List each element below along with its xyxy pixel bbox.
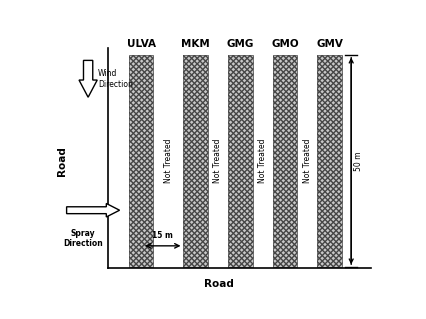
- Bar: [227, 56, 252, 267]
- Bar: [272, 56, 297, 267]
- Text: Wind
Direction: Wind Direction: [98, 69, 132, 88]
- Text: 15 m: 15 m: [152, 231, 173, 240]
- Bar: [128, 56, 153, 267]
- Text: MKM: MKM: [181, 39, 210, 49]
- Text: Not Treated: Not Treated: [302, 139, 311, 183]
- Text: Spray
Direction: Spray Direction: [63, 229, 103, 248]
- Bar: [317, 56, 341, 267]
- Text: GMG: GMG: [226, 39, 253, 49]
- Text: Road: Road: [57, 146, 66, 176]
- Text: Not Treated: Not Treated: [257, 139, 266, 183]
- Bar: [227, 56, 252, 267]
- FancyArrow shape: [66, 204, 119, 217]
- Bar: [128, 56, 153, 267]
- Text: 50 m: 50 m: [353, 151, 362, 171]
- Text: Not Treated: Not Treated: [164, 139, 173, 183]
- Text: Not Treated: Not Treated: [213, 139, 222, 183]
- Bar: [183, 56, 207, 267]
- Text: GMV: GMV: [316, 39, 343, 49]
- FancyArrow shape: [79, 60, 97, 97]
- Bar: [317, 56, 341, 267]
- Bar: [272, 56, 297, 267]
- Text: Road: Road: [204, 279, 233, 289]
- Bar: [183, 56, 207, 267]
- Text: GMO: GMO: [271, 39, 298, 49]
- Text: ULVA: ULVA: [126, 39, 155, 49]
